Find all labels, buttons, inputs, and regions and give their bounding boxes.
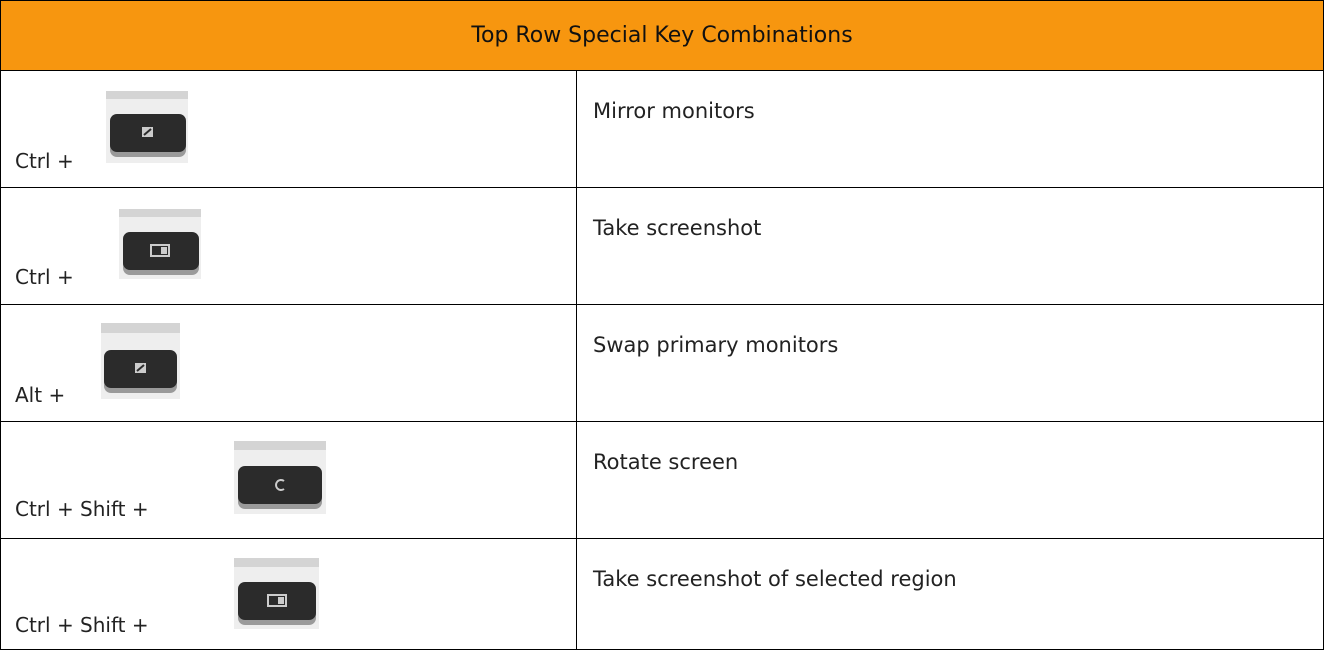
key-combo: Ctrl + <box>15 149 74 173</box>
description: Mirror monitors <box>593 99 755 123</box>
key-combo: Ctrl + Shift + <box>15 613 149 637</box>
description: Rotate screen <box>593 450 739 474</box>
key-icon <box>106 91 188 163</box>
key-combo: Ctrl + <box>15 265 74 289</box>
row-divider <box>1 538 1323 539</box>
column-divider <box>576 71 577 649</box>
row-divider <box>1 187 1323 188</box>
key-combo: Ctrl + Shift + <box>15 497 149 521</box>
key-icon <box>119 209 201 279</box>
key-combo: Alt + <box>15 383 66 407</box>
key-icon <box>234 441 326 514</box>
description: Take screenshot <box>593 216 762 240</box>
key-icon <box>101 323 180 399</box>
description: Swap primary monitors <box>593 333 839 357</box>
row-divider <box>1 304 1323 305</box>
row-divider <box>1 421 1323 422</box>
key-icon <box>234 558 319 629</box>
table-header: Top Row Special Key Combinations <box>1 1 1323 71</box>
description: Take screenshot of selected region <box>593 567 957 591</box>
